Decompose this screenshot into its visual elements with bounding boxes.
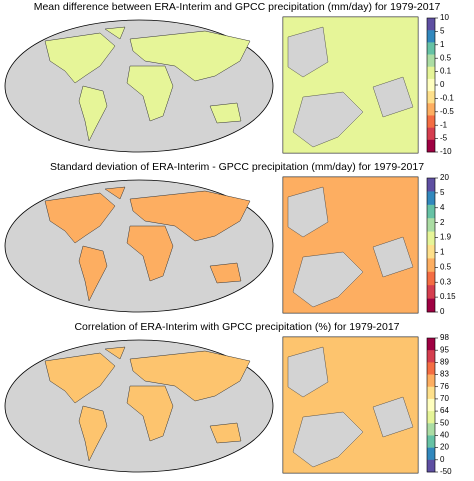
colorbar-label: -0.1 (440, 94, 454, 103)
colorbar-label: 0 (440, 307, 445, 316)
colorbar-label: 76 (440, 382, 449, 391)
colorbar-label: 0.5 (440, 53, 452, 62)
colorbar-label: 5 (440, 27, 445, 36)
colorbar-segment (427, 178, 435, 192)
colorbar-label: 95 (440, 345, 449, 354)
colorbar-segment (427, 271, 435, 286)
colorbar-segment (427, 423, 435, 436)
colorbar-segment (427, 459, 435, 473)
colorbar-segment (427, 54, 435, 68)
colorbar-label: 20 (440, 173, 449, 182)
colorbar-label: 89 (440, 357, 449, 366)
colorbar-segment (427, 298, 435, 313)
colorbar-label: -0.5 (440, 107, 454, 116)
colorbar-segment (427, 231, 435, 246)
colorbar-label: 5 (440, 188, 445, 197)
colorbar-segment (427, 66, 435, 80)
colorbar-segment (427, 103, 435, 116)
colorbar-label: 70 (440, 394, 449, 403)
colorbar-segment (427, 78, 435, 92)
colorbar-segment (427, 386, 435, 400)
colorbar-label: 2 (440, 218, 445, 227)
panel-title: Correlation of ERA-Interim with GPCC pre… (74, 321, 399, 333)
panel: Mean difference between ERA-Interim and … (4, 1, 454, 156)
colorbar-segment (427, 258, 435, 273)
colorbar-segment (427, 447, 435, 461)
colorbar-segment (427, 350, 435, 363)
colorbar-segment (427, 42, 435, 55)
colorbar-segment (427, 218, 435, 232)
colorbar-frame (426, 337, 436, 473)
colorbar-segment (427, 139, 435, 153)
colorbar-segment (427, 411, 435, 424)
colorbar-segment (427, 338, 435, 351)
colorbar-label: 10 (440, 13, 449, 22)
colorbar-label: 64 (440, 406, 449, 415)
colorbar-label: 50 (440, 418, 449, 427)
colorbar-label: 1.9 (440, 233, 452, 242)
colorbar-segment (427, 91, 435, 104)
colorbar-segment (427, 398, 435, 412)
colorbar-segment (427, 374, 435, 388)
colorbar-label: 20 (440, 443, 449, 452)
panel-title: Mean difference between ERA-Interim and … (34, 1, 441, 13)
panel: Standard deviation of ERA-Interim - GPCC… (4, 161, 456, 316)
colorbar-label: 1 (440, 40, 445, 49)
colorbar-segment (427, 435, 435, 448)
colorbar-segment (427, 191, 435, 206)
colorbar-label: 0.5 (440, 262, 452, 271)
colorbar-label: 0.15 (440, 292, 456, 301)
panel: Correlation of ERA-Interim with GPCC pre… (4, 321, 452, 476)
colorbar-segment (427, 127, 435, 141)
colorbar-label: -10 (440, 147, 452, 156)
panel-title: Standard deviation of ERA-Interim - GPCC… (50, 161, 424, 173)
colorbar-label: 0 (440, 455, 445, 464)
colorbar-label: -1 (440, 120, 448, 129)
colorbar-label: 4 (440, 203, 445, 212)
colorbar-segment (427, 204, 435, 219)
colorbar-segment (427, 18, 435, 31)
colorbar-label: 0.3 (440, 277, 452, 286)
colorbar-segment (427, 362, 435, 375)
colorbar-label: 40 (440, 431, 449, 440)
colorbar-label: -50 (440, 467, 452, 476)
colorbar-segment (427, 30, 435, 43)
colorbar-segment (427, 245, 435, 259)
colorbar-label: 0 (440, 80, 445, 89)
colorbar-label: 98 (440, 333, 449, 342)
colorbar-label: 83 (440, 370, 449, 379)
colorbar-label: 0.1 (440, 67, 452, 76)
colorbar-label: 1 (440, 248, 445, 257)
colorbar-label: -5 (440, 134, 448, 143)
colorbar-frame (426, 177, 436, 313)
colorbar-segment (427, 285, 435, 299)
colorbar-segment (427, 115, 435, 128)
